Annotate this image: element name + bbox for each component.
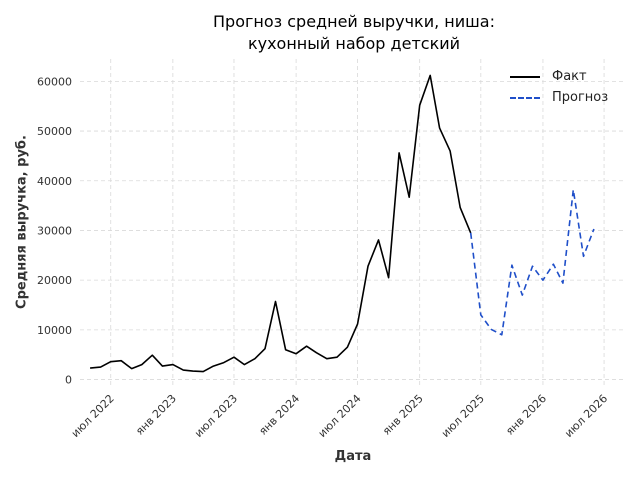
x-tick-label: июл 2022 — [69, 392, 117, 440]
y-axis-ticks: 0 10000 20000 30000 40000 50000 60000 — [37, 75, 72, 386]
series-line-forecast — [469, 188, 595, 336]
y-tick-label: 30000 — [37, 224, 72, 237]
legend-label-forecast: Прогноз — [552, 90, 609, 105]
legend-item-fact: Факт — [510, 66, 608, 87]
x-axis-ticks: июл 2022 янв 2023 июл 2023 янв 2024 июл 2024… — [69, 392, 610, 440]
chart-title-line-2: кухонный набор детский — [247, 34, 461, 53]
y-tick-label: 60000 — [37, 75, 72, 88]
x-tick-label: янв 2023 — [133, 392, 179, 438]
y-tick-label: 40000 — [37, 175, 72, 188]
series-line-fact — [90, 74, 472, 373]
legend-label-fact: Факт — [552, 69, 587, 84]
x-tick-label: июл 2023 — [192, 392, 240, 440]
chart-title-line-1: Прогноз средней выручки, ниша: — [213, 12, 495, 31]
x-tick-label: янв 2026 — [503, 392, 549, 438]
legend-item-forecast: Прогноз — [510, 87, 608, 108]
x-tick-label: июл 2026 — [562, 392, 610, 440]
y-tick-label: 20000 — [37, 274, 72, 287]
y-tick-label: 0 — [65, 374, 72, 387]
grid — [80, 59, 625, 387]
x-tick-label: янв 2024 — [256, 392, 302, 438]
x-axis-label: Дата — [334, 449, 372, 464]
y-axis-label: Средняя выручка, руб. — [14, 135, 30, 309]
y-tick-label: 10000 — [37, 324, 72, 337]
legend: Факт Прогноз — [510, 66, 608, 108]
legend-swatch-forecast — [510, 96, 540, 99]
series-lines — [90, 74, 595, 373]
legend-swatch-fact — [510, 75, 540, 78]
x-tick-label: янв 2025 — [380, 392, 426, 438]
y-tick-label: 50000 — [37, 125, 72, 138]
x-tick-label: июл 2025 — [439, 392, 487, 440]
x-tick-label: июл 2024 — [316, 392, 364, 440]
